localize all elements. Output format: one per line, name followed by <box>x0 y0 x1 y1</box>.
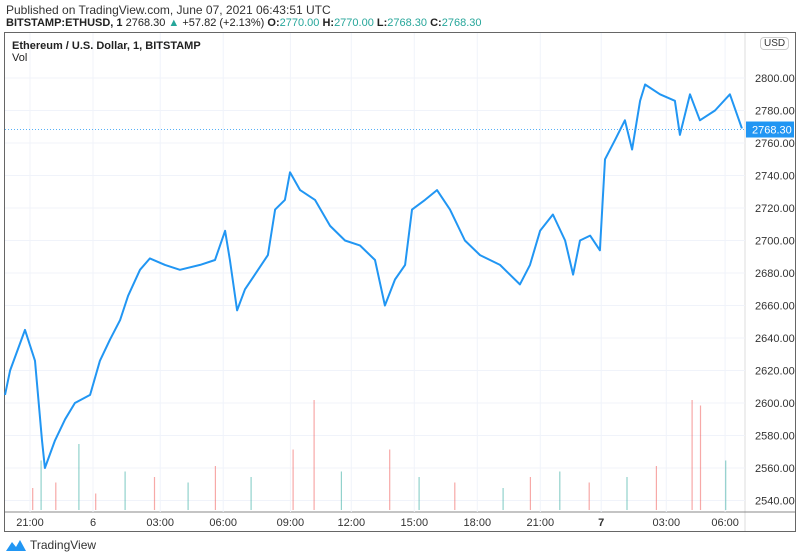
x-tick-label: 6 <box>90 517 96 529</box>
y-tick-label: 2640.00 <box>755 333 795 345</box>
legend-vol: Vol <box>12 52 28 64</box>
low-value: 2768.30 <box>387 17 428 29</box>
volume-bar <box>340 471 342 510</box>
volume-bar <box>691 400 693 510</box>
low-label: L: <box>376 17 388 29</box>
legend-title: Ethereum / U.S. Dollar, 1, BITSTAMP <box>12 40 201 52</box>
volume-bar <box>292 449 294 510</box>
y-tick-label: 2680.00 <box>755 268 795 280</box>
volume-bar <box>626 477 628 510</box>
close-label: C: <box>430 17 442 29</box>
up-arrow-icon: ▲ <box>168 17 180 29</box>
volume-bar <box>250 477 252 510</box>
x-tick-label: 15:00 <box>401 517 429 529</box>
volume-bar <box>699 405 702 510</box>
open-label: O: <box>267 17 280 29</box>
y-tick-label: 2560.00 <box>755 463 795 475</box>
volume-bar <box>588 482 590 510</box>
volume-bar <box>32 488 34 510</box>
x-tick-label: 7 <box>598 517 604 529</box>
high-label: H: <box>322 17 335 29</box>
y-tick-label: 2720.00 <box>755 203 795 215</box>
price-line <box>4 83 743 469</box>
x-tick-label: 18:00 <box>464 517 492 529</box>
change: +57.82 (+2.13%) <box>182 17 265 29</box>
currency-badge[interactable]: USD <box>760 37 790 50</box>
x-tick-label: 12:00 <box>338 517 366 529</box>
tradingview-logo-icon <box>6 540 26 551</box>
brand-name: TradingView <box>30 538 97 552</box>
volume-bar <box>187 482 189 510</box>
volume-bar <box>55 482 57 510</box>
y-tick-label: 2600.00 <box>755 398 795 410</box>
x-tick-label: 03:00 <box>653 517 681 529</box>
y-tick-label: 2540.00 <box>755 496 795 508</box>
volume-bar <box>313 400 315 510</box>
x-tick-label: 06:00 <box>209 517 237 529</box>
y-tick-label: 2760.00 <box>755 138 795 150</box>
volume-bar <box>529 477 531 510</box>
chart-frame[interactable] <box>4 32 796 532</box>
last-price-badge <box>746 121 794 138</box>
high-value: 2770.00 <box>334 17 374 29</box>
volume-bar <box>389 449 391 510</box>
y-tick-label: 2740.00 <box>755 171 795 183</box>
volume-bar <box>95 493 97 510</box>
y-tick-label: 2800.00 <box>755 73 795 85</box>
symbol-bar: BITSTAMP:ETHUSD, 1 2768.30 ▲ +57.82 (+2.… <box>6 17 481 29</box>
published-line: Published on TradingView.com, June 07, 2… <box>6 3 331 17</box>
x-tick-label: 03:00 <box>146 517 174 529</box>
y-tick-label: 2620.00 <box>755 366 795 378</box>
y-tick-label: 2580.00 <box>755 431 795 443</box>
x-tick-label: 21:00 <box>16 517 44 529</box>
volume-bar <box>78 444 80 510</box>
volume-bar <box>559 471 561 510</box>
volume-bar <box>40 460 42 510</box>
last-price: 2768.30 <box>125 17 166 29</box>
last-price-label: 2768.30 <box>752 125 792 137</box>
x-tick-label: 06:00 <box>711 517 739 529</box>
chart-legend: Ethereum / U.S. Dollar, 1, BITSTAMP Vol <box>12 40 201 64</box>
x-tick-label: 09:00 <box>277 517 305 529</box>
symbol: BITSTAMP:ETHUSD, 1 <box>6 17 123 29</box>
y-tick-label: 2700.00 <box>755 236 795 248</box>
close-value: 2768.30 <box>441 17 482 29</box>
open-value: 2770.00 <box>279 17 320 29</box>
volume-bar <box>655 466 657 510</box>
volume-bar <box>725 460 727 510</box>
tradingview-logo[interactable]: TradingView <box>5 538 96 552</box>
y-tick-label: 2780.00 <box>755 106 795 118</box>
volume-bar <box>124 471 126 510</box>
volume-bar <box>214 466 216 510</box>
y-tick-label: 2660.00 <box>755 301 795 313</box>
volume-bar <box>418 477 420 510</box>
volume-bar <box>454 482 456 510</box>
x-tick-label: 21:00 <box>527 517 555 529</box>
volume-bar <box>502 488 504 510</box>
volume-bar <box>153 477 156 510</box>
